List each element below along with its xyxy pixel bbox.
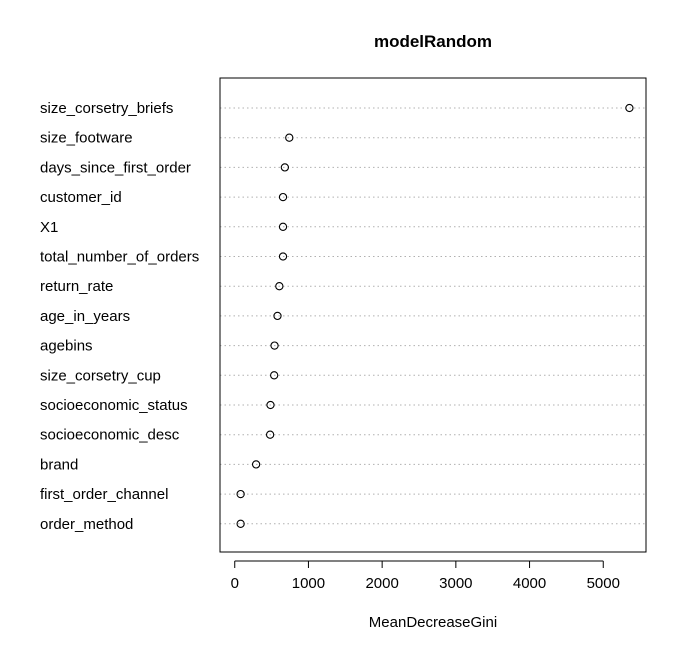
x-axis: 0 1000 2000 3000 4000 5000 — [231, 560, 620, 592]
data-point — [236, 519, 245, 528]
category-label: brand — [40, 456, 78, 473]
category-label: socioeconomic_desc — [40, 427, 180, 444]
data-points — [236, 103, 634, 528]
plot-frame — [219, 77, 647, 553]
category-label: socioeconomic_status — [40, 397, 188, 414]
x-tick-label: 2000 — [365, 575, 398, 592]
category-label: size_corsetry_cup — [40, 367, 161, 384]
data-point — [280, 163, 290, 172]
chart-title: modelRandom — [374, 32, 492, 51]
category-label: return_rate — [40, 278, 113, 295]
data-point — [270, 341, 279, 350]
x-tick-label: 0 — [231, 575, 239, 592]
x-tick-label: 4000 — [513, 575, 546, 592]
data-point — [265, 430, 275, 439]
data-point — [278, 192, 288, 202]
category-label: total_number_of_orders — [40, 249, 199, 266]
x-tick-label: 1000 — [292, 575, 325, 592]
category-label: age_in_years — [40, 308, 130, 325]
category-labels: size_corsetry_briefs size_footware days_si… — [40, 100, 199, 533]
category-label: size_footware — [40, 130, 133, 147]
category-label: X1 — [40, 219, 58, 236]
data-point — [275, 282, 284, 291]
x-tick-label: 5000 — [587, 575, 620, 592]
category-label: days_since_first_order — [40, 159, 191, 176]
category-label: order_method — [40, 516, 133, 533]
data-point — [270, 371, 279, 380]
data-point — [251, 460, 261, 469]
category-label: size_corsetry_briefs — [40, 100, 173, 117]
x-tick-label: 3000 — [439, 575, 472, 592]
grid-lines — [220, 107, 646, 525]
data-point — [278, 222, 288, 231]
category-label: first_order_channel — [40, 486, 168, 503]
category-label: customer_id — [40, 189, 122, 206]
x-axis-title: MeanDecreaseGini — [369, 614, 497, 631]
data-point — [273, 311, 282, 321]
category-label: agebins — [40, 338, 93, 355]
data-point — [285, 133, 294, 142]
data-point — [266, 400, 275, 410]
data-point — [236, 489, 245, 499]
data-point — [278, 252, 288, 261]
data-point — [625, 103, 634, 113]
